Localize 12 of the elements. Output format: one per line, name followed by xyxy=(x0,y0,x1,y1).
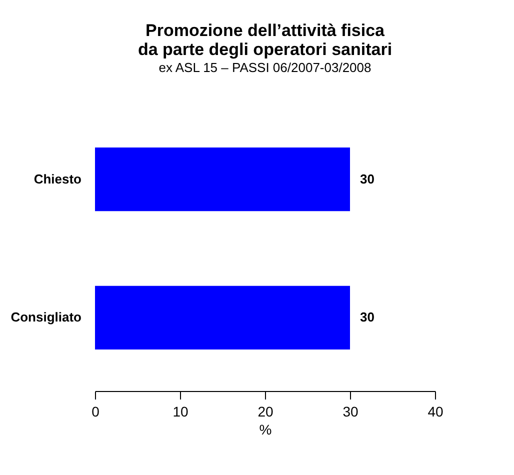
x-tick-label: 20 xyxy=(258,404,274,420)
chart-title: Promozione dell’attività fisica da parte degli operatori sanitari xyxy=(138,21,392,59)
data-label: 30 xyxy=(360,310,374,325)
x-axis-title: % xyxy=(259,422,272,438)
x-tick-label: 40 xyxy=(428,404,444,420)
chart-subtitle: ex ASL 15 – PASSI 06/2007-03/2008 xyxy=(158,60,372,75)
x-tick-label: 30 xyxy=(342,404,358,420)
data-label: 30 xyxy=(360,171,374,186)
y-tick-label: Consigliato xyxy=(10,310,82,325)
x-tick-label: 0 xyxy=(92,404,100,420)
y-tick-label: Chiesto xyxy=(34,171,82,186)
x-tick-label: 10 xyxy=(172,404,188,420)
